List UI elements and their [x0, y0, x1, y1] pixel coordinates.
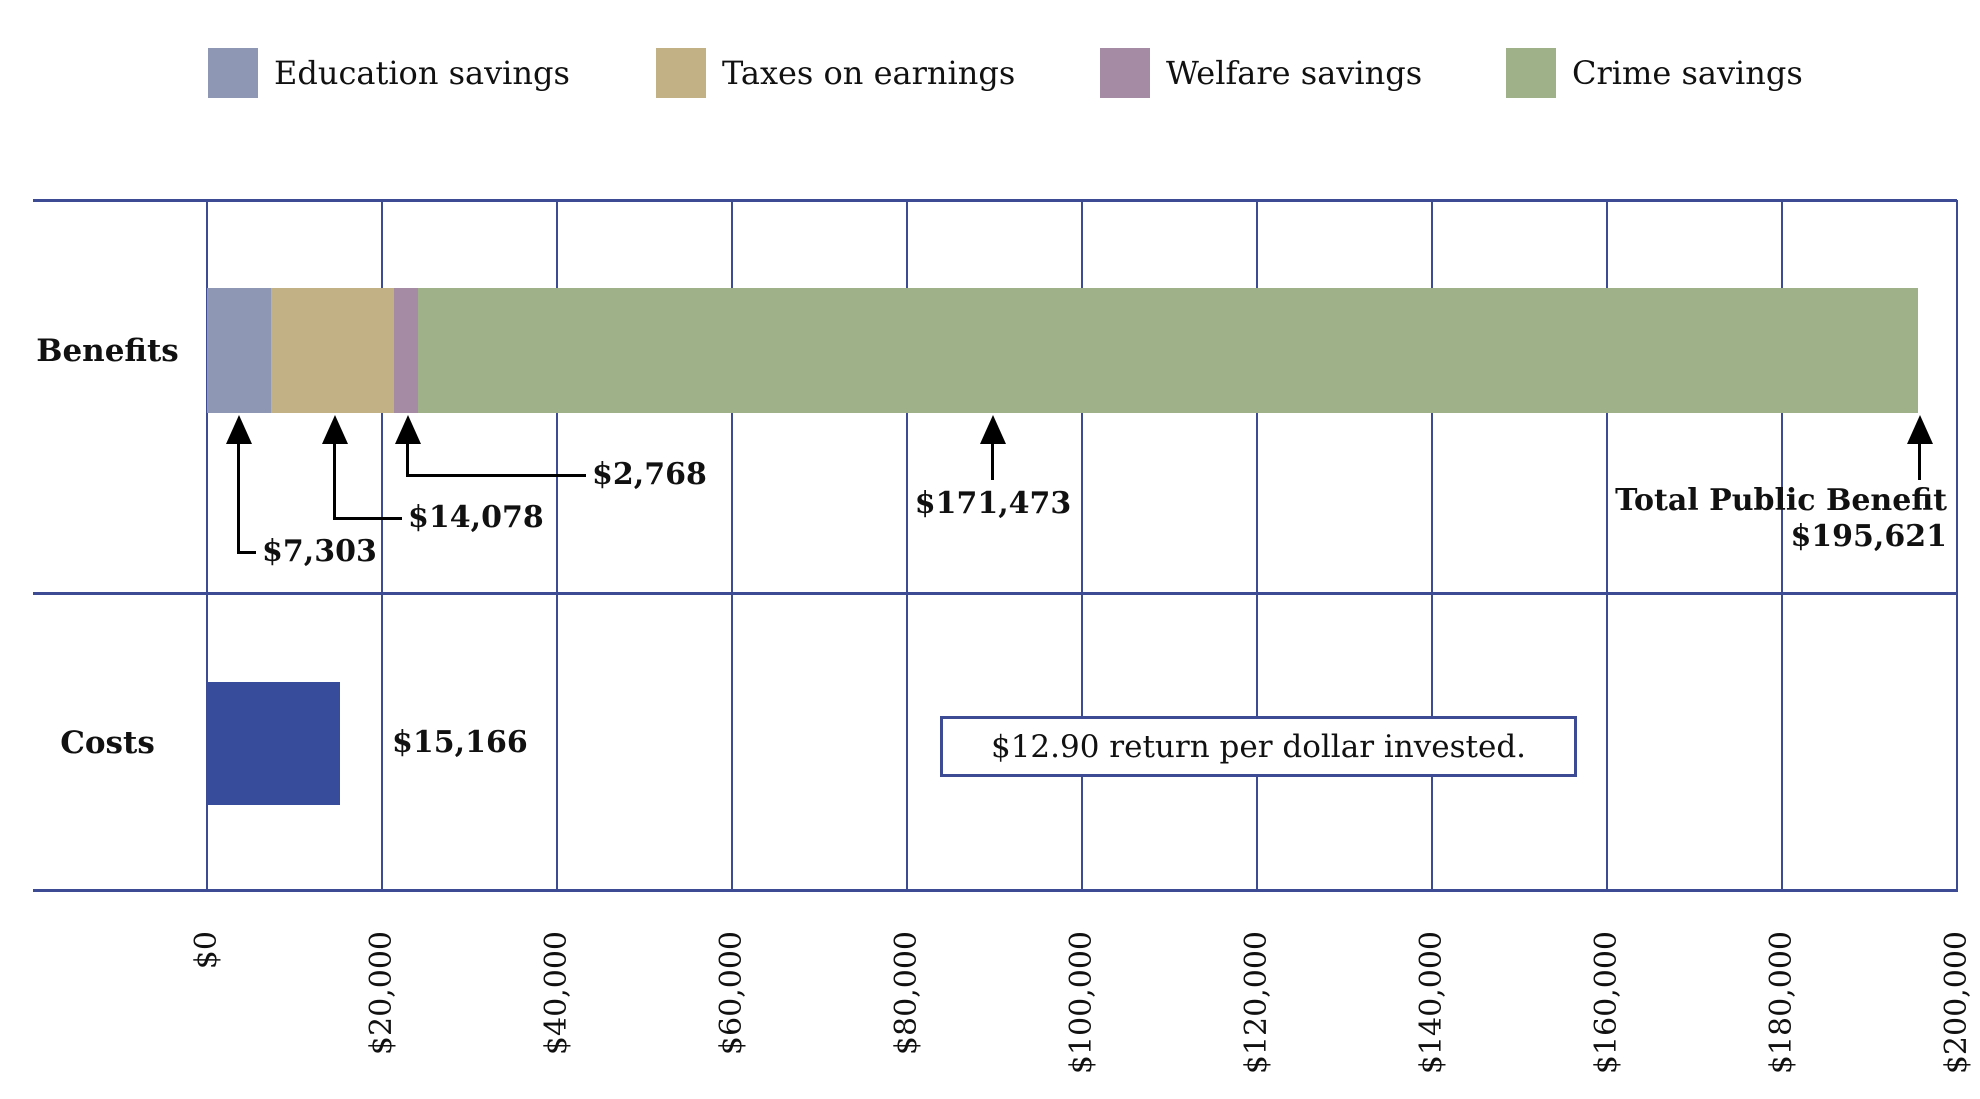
legend-label: Welfare savings — [1166, 54, 1423, 92]
annotation-total-line: $195,621 — [1790, 519, 1947, 554]
gridline-$80,000 — [906, 200, 908, 892]
gridline-$0 — [206, 200, 208, 892]
annotation-total-arrow-shaft — [1918, 441, 1921, 480]
gridline-$60,000 — [731, 200, 733, 892]
annotation-taxes-on-earnings-arrow-shaft — [333, 441, 336, 519]
annotation-welfare-savings-value: $2,768 — [592, 457, 707, 492]
legend-swatch-education-savings — [208, 48, 258, 98]
gridline-$140,000 — [1431, 200, 1433, 892]
annotation-education-savings-connector — [237, 551, 256, 554]
benefits-bar-segment-crime-savings — [418, 288, 1918, 413]
annotation-total-arrowhead — [1907, 415, 1933, 444]
annotation-education-savings-value: $7,303 — [262, 534, 377, 569]
annotation-crime-savings-arrow-shaft — [991, 441, 994, 480]
legend-label: Education savings — [274, 54, 570, 92]
legend-swatch-taxes-on-earnings — [656, 48, 706, 98]
gridline-$100,000 — [1081, 200, 1083, 892]
gridline-$180,000 — [1781, 200, 1783, 892]
annotation-total-line: Total Public Benefit — [1615, 483, 1947, 518]
gridline-$200,000 — [1956, 200, 1958, 892]
legend-label: Crime savings — [1572, 54, 1803, 92]
x-tick-label-$200,000: $200,000 — [1939, 931, 1974, 1075]
row-label-costs: Costs — [60, 725, 155, 761]
annotation-education-savings-arrow-shaft — [237, 441, 240, 553]
return-callout-text: $12.90 return per dollar invested. — [990, 728, 1527, 765]
annotation-crime-savings-value: $171,473 — [914, 486, 1072, 521]
legend-label: Taxes on earnings — [722, 54, 1016, 92]
benefits-bar-segment-taxes-on-earnings — [271, 288, 394, 413]
gridline-$20,000 — [381, 200, 383, 892]
benefits-bar-segment-welfare-savings — [394, 288, 418, 413]
annotation-education-savings-arrowhead — [226, 415, 252, 444]
annotation-welfare-savings-arrowhead — [395, 415, 421, 444]
annotation-taxes-on-earnings-value: $14,078 — [408, 500, 544, 535]
x-tick-label-$40,000: $40,000 — [539, 931, 574, 1056]
row-separator-line — [33, 592, 1957, 595]
row-label-benefits: Benefits — [36, 333, 179, 369]
annotation-total-public-benefit: Total Public Benefit $195,621 — [1247, 483, 1947, 555]
gridline-$120,000 — [1256, 200, 1258, 892]
benefits-bar-segment-education-savings — [207, 288, 271, 413]
x-tick-label-$180,000: $180,000 — [1764, 931, 1799, 1075]
plot-bottom-border — [33, 889, 1957, 892]
costs-bar — [207, 682, 340, 805]
annotation-taxes-on-earnings-arrowhead — [322, 415, 348, 444]
annotation-costs-value: $15,166 — [392, 725, 528, 760]
annotation-welfare-savings-arrow-shaft — [406, 441, 409, 476]
legend-swatch-welfare-savings — [1100, 48, 1150, 98]
annotation-welfare-savings-connector — [406, 474, 586, 477]
x-tick-label-$140,000: $140,000 — [1414, 931, 1449, 1075]
plot-top-border — [33, 199, 1957, 202]
annotation-taxes-on-earnings-connector — [333, 517, 402, 520]
gridline-$160,000 — [1606, 200, 1608, 892]
x-tick-label-$60,000: $60,000 — [714, 931, 749, 1056]
legend-swatch-crime-savings — [1506, 48, 1556, 98]
x-tick-label-$100,000: $100,000 — [1064, 931, 1099, 1075]
x-tick-label-$160,000: $160,000 — [1589, 931, 1624, 1075]
x-tick-label-$80,000: $80,000 — [889, 931, 924, 1056]
x-tick-label-$0: $0 — [189, 931, 224, 970]
x-tick-label-$20,000: $20,000 — [364, 931, 399, 1056]
gridline-$40,000 — [556, 200, 558, 892]
return-callout-box: $12.90 return per dollar invested. — [940, 716, 1577, 777]
x-tick-label-$120,000: $120,000 — [1239, 931, 1274, 1075]
annotation-crime-savings-arrowhead — [980, 415, 1006, 444]
